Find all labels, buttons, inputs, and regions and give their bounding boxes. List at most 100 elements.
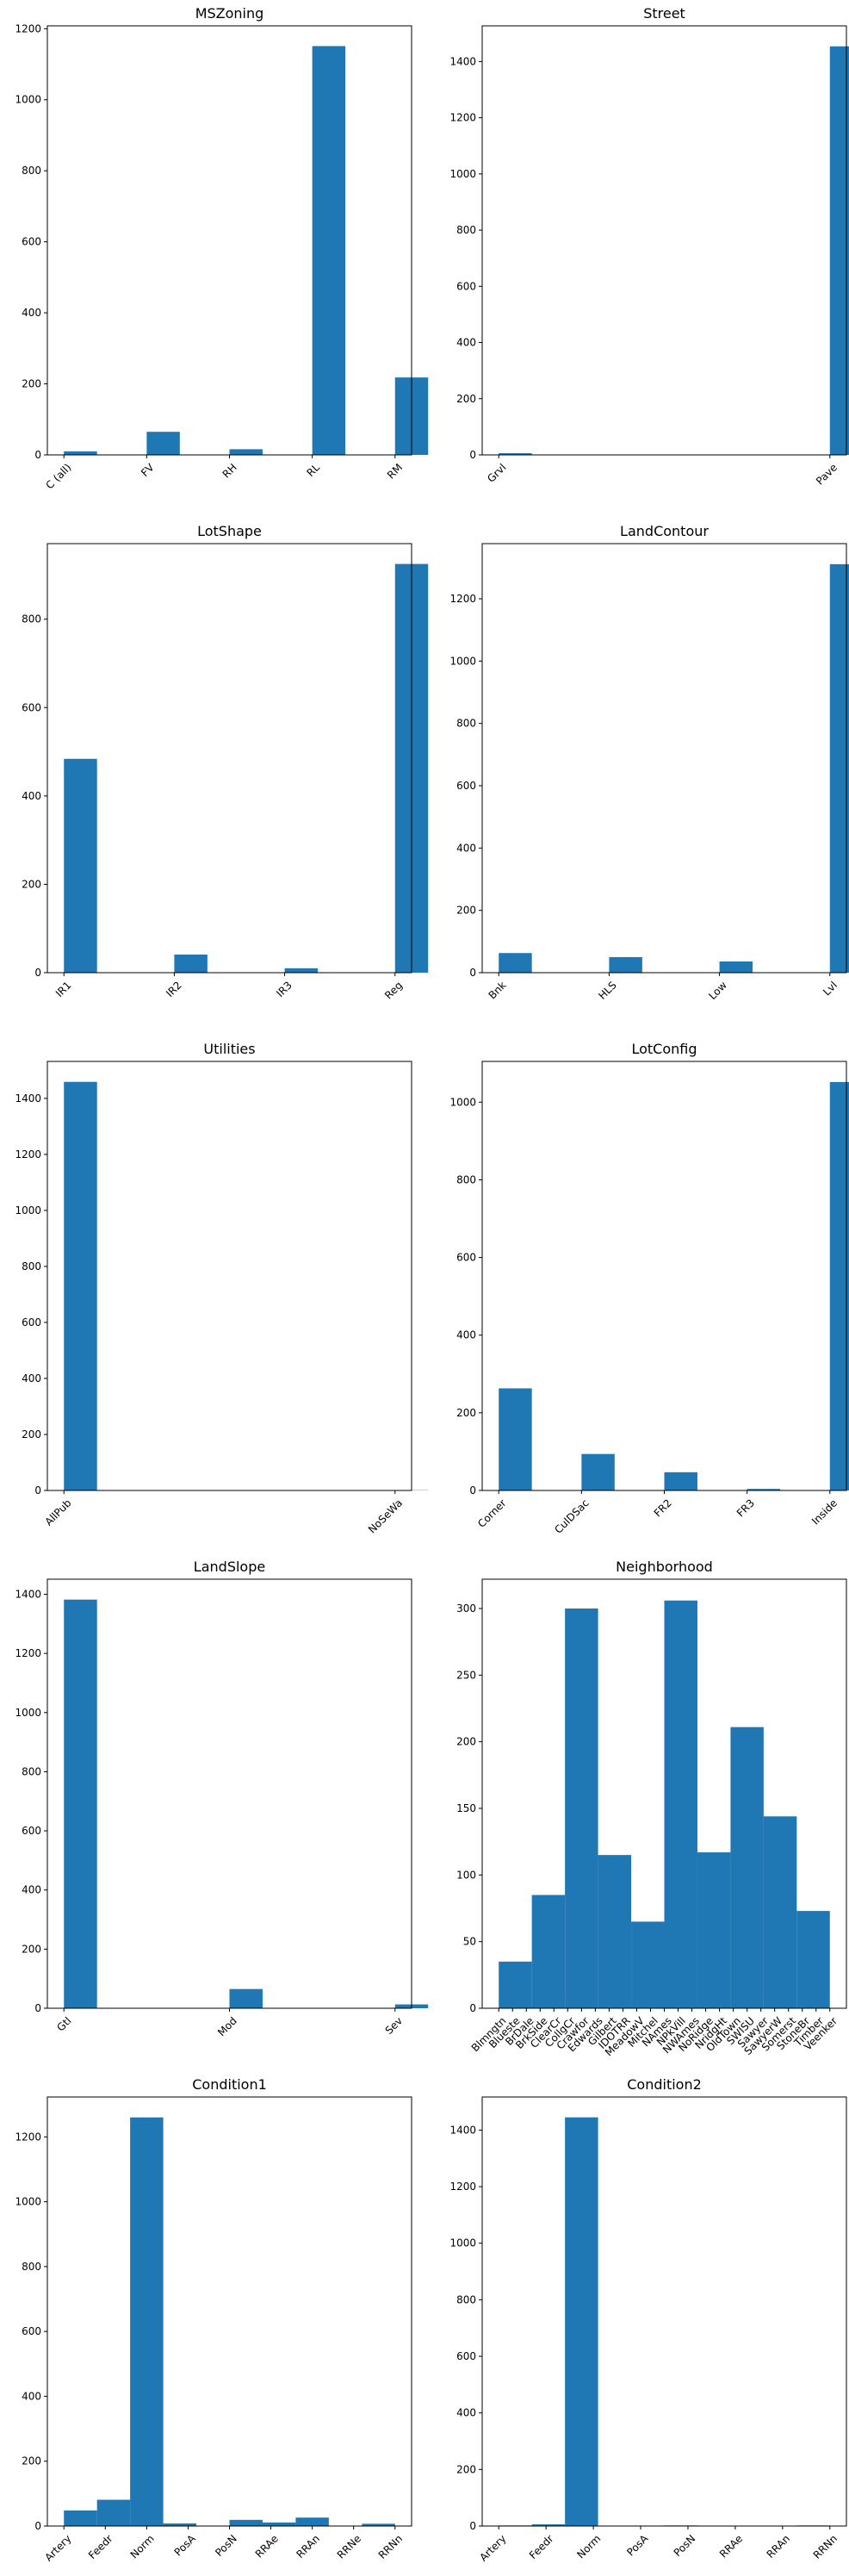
axes-frame-lotshape (46, 543, 412, 974)
chart-panel-utilities: Utilities 0 200 400 600 800 1000 1200 1400 AllPub… (15, 1041, 429, 1536)
chart-panel-lotshape: LotShape 0 200 400 600 800 IR1 IR2 IR3 Reg (22, 523, 429, 1001)
bar-mszoning-0 (64, 451, 97, 455)
chart-title-lotshape: LotShape (197, 523, 262, 539)
x-tick-label-landslope-0: Gtl (54, 2014, 73, 2033)
x-tick-label-mszoning-2: RH (220, 461, 239, 480)
y-tick-label-condition2-6: 1200 (449, 2181, 476, 2193)
y-tick-label-utilities-0: 0 (34, 1484, 41, 1496)
bar-lotconfig-4 (829, 1081, 849, 1490)
y-tick-label-condition2-4: 800 (456, 2293, 476, 2305)
x-tick-label-condition1-3: PosA (172, 2532, 199, 2559)
x-tick-label-condition2-7: RRNn (811, 2532, 840, 2560)
chart-title-condition1: Condition1 (192, 2076, 267, 2093)
y-tick-label-condition1-0: 0 (34, 2520, 41, 2532)
bar-neighborhood-8 (763, 1816, 797, 2008)
chart-title-neighborhood: Neighborhood (616, 1559, 713, 1575)
chart-panel-street: Street 0 200 400 600 800 1000 1200 1400 Grvl Pave (449, 5, 849, 488)
axes-frame-condition2 (481, 2096, 847, 2527)
x-tick-label-lotconfig-1: CulDSac (552, 1496, 591, 1535)
x-tick-label-landcontour-3: Lvl (821, 979, 840, 998)
bar-mszoning-1 (146, 432, 180, 455)
y-tick-label-street-6: 1200 (449, 112, 476, 124)
y-tick-label-street-4: 800 (456, 224, 476, 236)
bar-neighborhood-5 (664, 1600, 697, 2008)
chart-title-landslope: LandSlope (194, 1559, 265, 1575)
axes-frame-lotconfig (481, 1061, 847, 1491)
y-tick-label-landcontour-4: 800 (456, 718, 476, 730)
bar-condition1-4 (229, 2519, 263, 2526)
y-tick-label-condition2-0: 0 (469, 2520, 476, 2532)
y-tick-label-condition2-5: 1000 (449, 2237, 476, 2249)
y-tick-label-condition1-4: 800 (22, 2261, 41, 2273)
x-tick-label-lotshape-0: IR1 (53, 979, 74, 999)
chart-panel-condition2: Condition2 0 200 400 600 800 1000 1200 1400 Arter… (449, 2076, 847, 2564)
y-tick-label-mszoning-3: 600 (22, 236, 41, 248)
chart-panel-landcontour: LandContour 0 200 400 600 800 1000 1200 Bnk HLS Lo… (449, 523, 849, 1002)
bar-condition1-6 (295, 2517, 329, 2526)
y-tick-label-landslope-7: 1400 (15, 1589, 41, 1601)
chart-panel-lotconfig: LotConfig 0 200 400 600 800 1000 Corner CulDSac F… (449, 1041, 849, 1536)
y-tick-label-mszoning-5: 1000 (15, 94, 41, 106)
axes-frame-utilities (46, 1061, 412, 1491)
y-tick-label-street-3: 600 (456, 280, 476, 292)
y-tick-label-utilities-7: 1400 (15, 1092, 41, 1104)
chart-panel-condition1: Condition1 0 200 400 600 800 1000 1200 Artery Fee… (15, 2076, 412, 2564)
bar-lotshape-2 (284, 968, 319, 973)
bar-mszoning-3 (312, 46, 346, 455)
y-tick-label-landcontour-2: 400 (456, 842, 476, 854)
x-tick-label-condition1-1: Feedr (86, 2532, 115, 2561)
x-tick-label-condition2-0: Artery (477, 2532, 508, 2563)
chart-title-street: Street (643, 5, 685, 22)
bar-lotconfig-1 (581, 1453, 615, 1490)
x-tick-label-lotconfig-4: Inside (809, 1496, 840, 1527)
y-tick-label-condition2-2: 400 (456, 2407, 476, 2419)
y-tick-label-utilities-5: 1000 (15, 1204, 41, 1216)
y-tick-label-neighborhood-0: 0 (469, 2002, 476, 2014)
y-tick-label-landcontour-0: 0 (469, 967, 476, 979)
y-tick-label-neighborhood-4: 200 (456, 1736, 476, 1748)
bar-neighborhood-3 (598, 1855, 632, 2008)
y-tick-label-lotconfig-5: 1000 (449, 1096, 476, 1108)
bar-condition1-2 (130, 2117, 164, 2526)
bar-street-1 (829, 46, 849, 455)
bar-landcontour-2 (719, 961, 753, 973)
y-tick-label-condition2-7: 1400 (449, 2124, 476, 2136)
y-tick-label-landslope-3: 600 (22, 1825, 41, 1837)
bar-condition1-3 (163, 2523, 197, 2526)
chart-title-condition2: Condition2 (627, 2076, 702, 2093)
x-tick-label-landslope-1: Mod (215, 2014, 239, 2038)
y-tick-label-condition1-6: 1200 (15, 2131, 41, 2143)
x-tick-label-condition1-8: RRNn (376, 2532, 405, 2560)
bar-condition1-5 (262, 2522, 296, 2526)
x-tick-label-street-0: Grvl (485, 461, 508, 484)
chart-panel-mszoning: MSZoning 0 200 400 600 800 1000 1200 C (all) FV RH… (15, 5, 429, 491)
y-tick-label-street-7: 1400 (449, 55, 476, 67)
y-tick-label-neighborhood-6: 300 (456, 1602, 476, 1615)
y-tick-label-landcontour-5: 1000 (449, 655, 476, 667)
chart-title-mszoning: MSZoning (195, 5, 264, 22)
y-tick-label-utilities-2: 400 (22, 1372, 41, 1384)
bar-neighborhood-4 (631, 1921, 665, 2008)
bar-utilities-0 (64, 1081, 97, 1490)
y-tick-label-lotconfig-0: 0 (469, 1484, 476, 1496)
y-tick-label-landslope-2: 400 (22, 1884, 41, 1896)
x-tick-label-lotshape-1: IR2 (164, 979, 184, 999)
axes-frame-condition1 (46, 2096, 412, 2527)
y-tick-label-condition1-1: 200 (22, 2455, 41, 2467)
y-tick-label-utilities-3: 600 (22, 1316, 41, 1328)
x-tick-label-mszoning-4: RM (385, 461, 405, 481)
x-tick-label-condition2-1: Feedr (527, 2532, 556, 2561)
bar-landcontour-3 (829, 563, 849, 973)
y-tick-label-lotconfig-2: 400 (456, 1329, 476, 1341)
bar-neighborhood-6 (697, 1852, 731, 2008)
y-tick-label-lotshape-4: 800 (22, 613, 41, 625)
bar-landslope-0 (64, 1599, 97, 2008)
y-tick-label-landcontour-6: 1200 (449, 593, 476, 605)
y-tick-label-mszoning-6: 1200 (15, 22, 41, 34)
y-tick-label-lotshape-3: 600 (22, 701, 41, 713)
bar-landslope-1 (229, 1988, 263, 2008)
x-tick-label-lotshape-2: IR3 (274, 979, 294, 999)
x-tick-label-condition1-6: RRAn (294, 2532, 322, 2560)
y-tick-label-lotshape-2: 400 (22, 790, 41, 802)
